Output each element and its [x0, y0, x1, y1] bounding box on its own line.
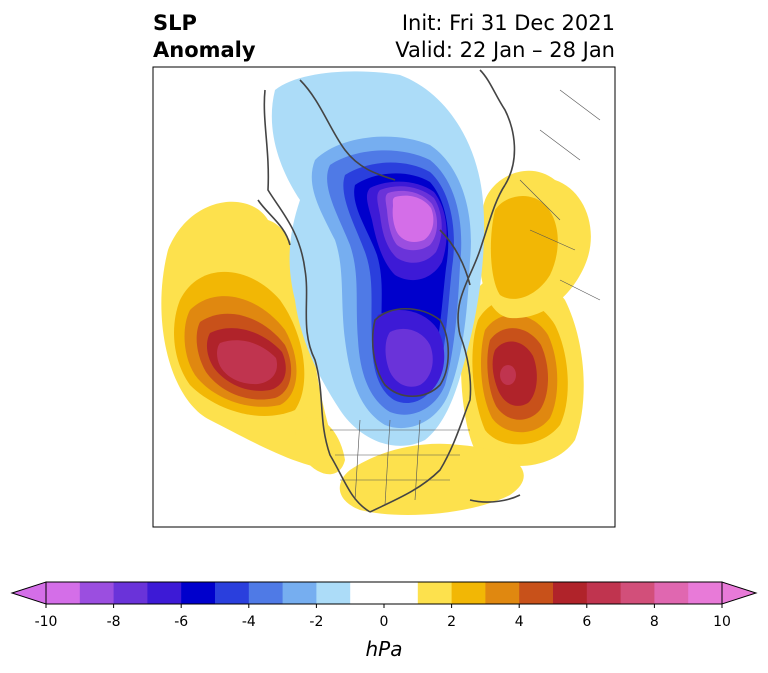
valid-range: Valid: 22 Jan – 28 Jan — [395, 38, 615, 62]
colorbar-tick-label: -6 — [174, 614, 189, 630]
southeast-us-high — [295, 417, 524, 515]
colorbar-extend-max — [721, 581, 758, 605]
colorbar-extend-min — [10, 581, 47, 605]
colorbar-segment — [620, 582, 655, 604]
title-variable: Anomaly — [153, 38, 256, 62]
colorbar-segment — [181, 582, 216, 604]
colorbar-segment — [384, 582, 419, 604]
colorbar-segment — [654, 582, 689, 604]
colorbar-tick-label: 8 — [649, 614, 659, 630]
colorbar-segment — [79, 582, 115, 604]
colorbar-tick-label: -8 — [106, 614, 121, 630]
init-date: Init: Fri 31 Dec 2021 — [401, 11, 615, 35]
colorbar-segment — [451, 582, 486, 604]
colorbar-segment — [215, 582, 250, 604]
north-atlantic-high — [460, 271, 584, 467]
political-borders — [330, 89, 601, 506]
colorbar-segment — [147, 582, 182, 604]
colorbar-tick-label: 2 — [447, 614, 457, 630]
colorbar-tick-label: 0 — [379, 614, 389, 630]
title-field: SLP — [153, 11, 197, 35]
hudson-bay-low — [373, 310, 445, 397]
colorbar-segment — [248, 582, 284, 604]
colorbar-tick-label: 10 — [713, 614, 731, 630]
colorbar-tick-label: -4 — [241, 614, 256, 630]
colorbar-segment — [519, 582, 554, 604]
map-title-left: SLP Anomaly — [153, 10, 256, 64]
coastlines — [257, 69, 521, 513]
colorbar-unit: hPa — [365, 637, 403, 661]
colorbar-segment — [113, 582, 148, 604]
colorbar-segment — [316, 582, 351, 604]
colorbar-segment — [282, 582, 317, 604]
colorbar-segment — [553, 582, 588, 604]
colorbar-tick-label: -2 — [309, 614, 324, 630]
colorbar-segment — [417, 582, 453, 604]
colorbar-tick-label: 6 — [582, 614, 592, 630]
north-pacific-high — [161, 201, 340, 470]
colorbar — [10, 581, 758, 608]
colorbar-segment — [586, 582, 622, 604]
map-border — [152, 66, 616, 528]
map-title-right: Init: Fri 31 Dec 2021 Valid: 22 Jan – 28… — [395, 10, 615, 64]
colorbar-segment — [350, 582, 385, 604]
colorbar-segment — [688, 582, 723, 604]
colorbar-segment — [485, 582, 520, 604]
colorbar-tick-label: -10 — [34, 614, 58, 630]
colorbar-tick-label: 4 — [514, 614, 524, 630]
colorbar-segment — [46, 582, 81, 604]
